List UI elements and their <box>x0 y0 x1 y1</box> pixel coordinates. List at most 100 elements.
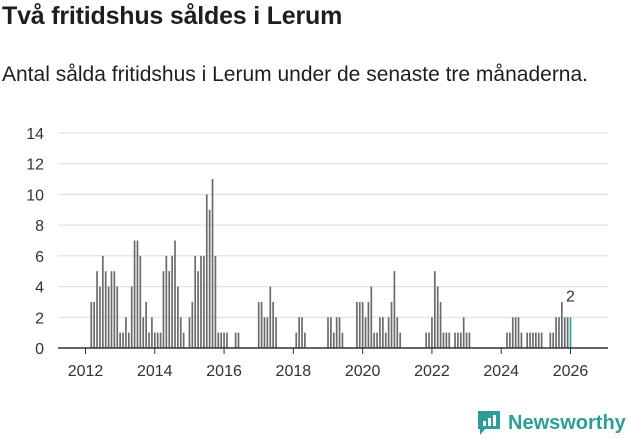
brand-name: Newsworthy <box>508 411 626 434</box>
bar <box>532 332 534 348</box>
bar <box>561 301 563 348</box>
bar <box>376 332 378 348</box>
bar <box>171 255 173 348</box>
bar <box>448 332 451 348</box>
bar <box>552 332 555 348</box>
bar <box>125 317 127 348</box>
bar <box>101 255 104 348</box>
bar <box>203 255 205 348</box>
bar <box>304 332 306 348</box>
bar <box>266 317 269 348</box>
bar <box>529 332 531 348</box>
bar <box>220 332 223 348</box>
y-tick-label: 8 <box>35 218 44 235</box>
bar <box>526 332 529 348</box>
bar <box>364 317 367 348</box>
chart-subtitle: Antal sålda fritidshus i Lerum under de … <box>2 63 589 86</box>
bar <box>174 240 176 348</box>
bar <box>379 317 381 348</box>
bar <box>257 301 260 348</box>
bar <box>454 332 456 348</box>
bar <box>90 301 93 348</box>
bar <box>540 332 543 348</box>
bar <box>177 286 179 348</box>
bar <box>506 332 508 348</box>
y-tick-label: 10 <box>26 187 44 204</box>
bar <box>272 301 274 348</box>
bar <box>188 317 191 348</box>
bar <box>133 240 136 348</box>
bar-highlight <box>569 317 572 348</box>
bar <box>110 271 113 348</box>
bar <box>425 332 427 348</box>
bar <box>148 332 150 348</box>
chart-title: Två fritidshus såldes i Lerum <box>2 2 343 30</box>
bar <box>465 332 468 348</box>
bar <box>338 317 341 348</box>
bar <box>234 332 237 348</box>
bar <box>330 317 332 348</box>
bar <box>269 286 272 348</box>
x-tick-label: 2022 <box>414 363 450 380</box>
x-tick-label: 2020 <box>345 363 381 380</box>
bar <box>341 332 344 348</box>
bar <box>200 255 202 348</box>
y-tick-label: 4 <box>35 280 44 297</box>
bar <box>156 332 159 348</box>
y-tick-label: 14 <box>26 126 44 143</box>
bar <box>237 332 240 348</box>
bar <box>153 332 156 348</box>
bar <box>356 301 358 348</box>
bar <box>433 271 436 348</box>
bar <box>191 301 194 348</box>
gridlines <box>58 132 608 318</box>
bar <box>396 317 399 348</box>
newsworthy-brand[interactable]: Newsworthy <box>476 408 626 438</box>
bar <box>260 301 263 348</box>
bar <box>119 332 121 348</box>
bar <box>428 332 430 348</box>
bar <box>555 317 557 348</box>
bar <box>165 255 168 348</box>
bar <box>382 317 384 348</box>
bar <box>327 317 329 348</box>
bar <box>159 332 162 348</box>
bar <box>436 286 439 348</box>
bar <box>107 286 110 348</box>
x-tick-label: 2026 <box>553 363 589 380</box>
x-axis-ticks: 2012 2014 2016 2018 2020 2022 2024 2026 <box>68 348 589 380</box>
bar <box>136 240 139 348</box>
bar <box>205 194 208 348</box>
y-axis-ticks: 0 2 4 6 8 10 12 14 <box>26 126 44 358</box>
bar <box>151 317 153 348</box>
bar <box>179 317 182 348</box>
bar <box>439 301 442 348</box>
bar <box>399 332 402 348</box>
bar <box>535 332 537 348</box>
bar <box>168 271 171 348</box>
bar <box>367 301 370 348</box>
bar <box>431 317 433 348</box>
bar <box>511 317 514 348</box>
bar <box>563 317 566 348</box>
bar <box>301 317 303 348</box>
bar <box>520 332 523 348</box>
bar <box>122 332 124 348</box>
bar <box>226 332 228 348</box>
bar <box>104 271 107 348</box>
bar <box>537 332 540 348</box>
bar <box>390 301 393 348</box>
bar <box>509 332 511 348</box>
bar <box>332 332 335 348</box>
bar <box>468 332 471 348</box>
bar <box>142 317 145 348</box>
x-tick-label: 2024 <box>483 363 519 380</box>
x-tick-label: 2014 <box>137 363 173 380</box>
bar <box>211 179 214 348</box>
bar <box>370 286 373 348</box>
bar <box>558 317 560 348</box>
annotations: 2 <box>566 288 575 305</box>
bar <box>358 301 361 348</box>
bar <box>208 209 211 348</box>
